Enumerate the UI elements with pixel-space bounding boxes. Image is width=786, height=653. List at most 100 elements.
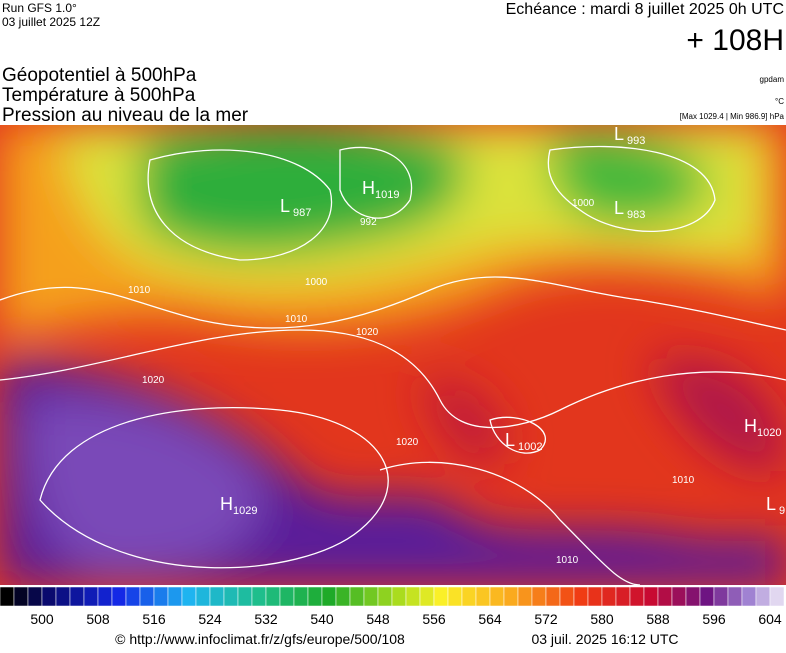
colorbar-swatch: [741, 586, 757, 607]
center-value: 1029: [233, 505, 257, 517]
colorbar-swatch: [391, 586, 407, 607]
isobar-label: 1010: [128, 285, 151, 296]
center-symbol: H: [220, 494, 233, 514]
colorbar-swatch: [195, 586, 211, 607]
colorbar-swatch: [335, 586, 351, 607]
colorbar-swatch: [125, 586, 141, 607]
colorbar-label: 524: [198, 611, 222, 627]
center-value: 1002: [518, 441, 542, 453]
colorbar-swatch: [769, 586, 785, 607]
colorbar-swatch: [111, 586, 127, 607]
colorbar-swatch: [307, 586, 323, 607]
colorbar-swatch: [293, 586, 309, 607]
colorbar-swatch: [559, 586, 575, 607]
colorbar-swatch: [377, 586, 393, 607]
center-symbol: L: [766, 494, 776, 514]
center-symbol: L: [614, 198, 624, 218]
center-symbol: H: [744, 416, 757, 436]
colorbar-swatch: [237, 586, 253, 607]
colorbar-swatch: [727, 586, 743, 607]
colorbar-swatch: [167, 586, 183, 607]
colorbar-swatch: [447, 586, 463, 607]
center-symbol: H: [362, 178, 375, 198]
isobar-label: 1020: [142, 375, 165, 386]
lead-time: + 108H: [686, 24, 784, 57]
colorbar-swatch: [713, 586, 729, 607]
isobar-label: 1020: [396, 437, 419, 448]
center-symbol: L: [505, 430, 515, 450]
center-symbol: L: [614, 124, 624, 144]
colorbar-swatch: [489, 586, 505, 607]
colorbar-swatch: [517, 586, 533, 607]
colorbar-swatch: [97, 586, 113, 607]
colorbar-label: 508: [86, 611, 110, 627]
footer-url: © http://www.infoclimat.fr/z/gfs/europe/…: [115, 631, 405, 647]
colorbar-swatch: [181, 586, 197, 607]
footer-date: 03 juil. 2025 16:12 UTC: [531, 631, 678, 647]
isobar-label: 1000: [572, 198, 595, 209]
colorbar-swatch: [55, 586, 71, 607]
center-value: 1019: [375, 189, 399, 201]
colorbar-swatch: [545, 586, 561, 607]
colorbar-label: 548: [366, 611, 390, 627]
colorbar-swatch: [69, 586, 85, 607]
center-value: 1020: [757, 427, 781, 439]
colorbar-swatch: [433, 586, 449, 607]
unit: °C: [775, 97, 784, 106]
colorbar-swatch: [0, 586, 15, 607]
colorbar-swatch: [699, 586, 715, 607]
colorbar-swatch: [349, 586, 365, 607]
colorbar-label: 604: [758, 611, 782, 627]
isobar-label: 1010: [672, 475, 695, 486]
colorbar-swatch: [321, 586, 337, 607]
center-value: 9: [779, 505, 785, 517]
title: Géopotentiel à 500hPa: [2, 65, 197, 86]
colorbar: 500 508 516 524 532 540 548 556 564 572 580 588 596 6…: [0, 586, 785, 627]
center-symbol: L: [280, 196, 290, 216]
colorbar-swatch: [657, 586, 673, 607]
colorbar-swatch: [503, 586, 519, 607]
colorbar-swatch: [405, 586, 421, 607]
colorbar-swatch: [153, 586, 169, 607]
isobar-label: 1020: [356, 327, 379, 338]
isobar-label: 992: [360, 217, 377, 228]
map: [0, 125, 786, 585]
colorbar-label: 564: [478, 611, 502, 627]
colorbar-label: 580: [590, 611, 614, 627]
colorbar-swatch: [363, 586, 379, 607]
colorbar-swatch: [615, 586, 631, 607]
isobar-label: 1000: [305, 277, 328, 288]
colorbar-label: 500: [30, 611, 54, 627]
title: Température à 500hPa: [2, 85, 196, 106]
colorbar-swatch: [755, 586, 771, 607]
colorbar-swatch: [223, 586, 239, 607]
colorbar-swatch: [251, 586, 267, 607]
colorbar-swatch: [279, 586, 295, 607]
colorbar-label: 572: [534, 611, 558, 627]
unit: [Max 1029.4 | Min 986.9] hPa: [680, 112, 785, 121]
colorbar-swatch: [27, 586, 43, 607]
colorbar-swatch: [209, 586, 225, 607]
run-label: Run GFS 1.0°: [2, 1, 77, 15]
colorbar-swatch: [587, 586, 603, 607]
isobar-label: 1010: [285, 314, 308, 325]
colorbar-swatch: [419, 586, 435, 607]
run-date: 03 juillet 2025 12Z: [2, 15, 100, 29]
title: Pression au niveau de la mer: [2, 105, 249, 126]
colorbar-swatch: [601, 586, 617, 607]
isobar-label: 1010: [556, 555, 579, 566]
colorbar-swatch: [13, 586, 29, 607]
colorbar-swatch: [685, 586, 701, 607]
colorbar-swatch: [265, 586, 281, 607]
colorbar-swatch: [531, 586, 547, 607]
colorbar-swatch: [671, 586, 687, 607]
colorbar-label: 516: [142, 611, 166, 627]
colorbar-swatch: [643, 586, 659, 607]
center-value: 983: [627, 209, 645, 221]
center-value: 987: [293, 207, 311, 219]
colorbar-swatch: [461, 586, 477, 607]
unit: gpdam: [760, 75, 785, 84]
colorbar-label: 540: [310, 611, 334, 627]
colorbar-swatch: [475, 586, 491, 607]
